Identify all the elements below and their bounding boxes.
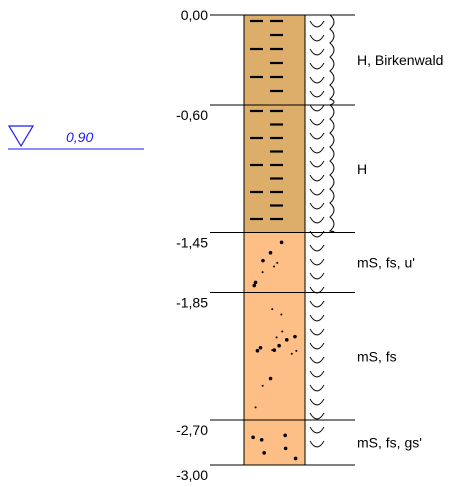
- layer-descriptions: H, Birkenwald HmS, fs, u' mS, fs mS, fs, gs…: [357, 52, 443, 451]
- depth-label: -0,60: [176, 107, 208, 123]
- wet-arc-icon: [309, 258, 325, 266]
- sand-dot: [284, 338, 289, 342]
- wet-arc-icon: [309, 146, 325, 154]
- sand-dot: [271, 308, 274, 311]
- soil-layer: [243, 419, 306, 466]
- sand-dot: [280, 313, 283, 316]
- sand-dot: [293, 456, 298, 461]
- moisture-column: [309, 14, 335, 448]
- sand-dot: [279, 240, 284, 245]
- wet-arc-icon: [309, 48, 325, 56]
- sand-dot: [261, 271, 264, 274]
- layer-description: mS, fs, u': [357, 255, 415, 271]
- layer-column: [243, 14, 306, 466]
- sand-dot: [277, 343, 281, 348]
- sand-dot: [283, 433, 287, 438]
- sand-dot: [251, 435, 255, 440]
- sand-dot: [268, 376, 273, 381]
- sand-dot: [254, 406, 257, 409]
- depth-label: 0,00: [181, 7, 208, 23]
- sand-dot: [293, 334, 297, 339]
- peat-wave-line: [329, 14, 335, 106]
- sand-dot: [272, 348, 277, 352]
- layer-description: mS, fs: [357, 348, 397, 364]
- wet-arc-icon: [309, 188, 325, 196]
- sand-dot: [295, 349, 298, 352]
- wet-arc-icon: [309, 20, 325, 28]
- wet-arc-icon: [309, 118, 325, 126]
- depth-label: -1,45: [176, 235, 208, 251]
- sand-dot: [259, 437, 264, 442]
- wet-arc-icon: [309, 356, 325, 364]
- depth-label: -1,85: [176, 295, 208, 311]
- layer-fill: [243, 232, 306, 293]
- wet-arc-icon: [309, 62, 325, 70]
- groundwater-marker: 0,90: [7, 125, 144, 150]
- wet-arc-icon: [309, 300, 325, 308]
- wet-arc-icon: [309, 272, 325, 280]
- wet-arc-icon: [309, 230, 325, 238]
- wet-arc-icon: [309, 328, 325, 336]
- depth-label: -2,70: [176, 422, 208, 438]
- wet-arc-icon: [309, 244, 325, 252]
- wet-arc-icon: [309, 76, 325, 84]
- peat-wave-line: [328, 104, 335, 233]
- wet-arc-icon: [309, 342, 325, 350]
- wet-arc-icon: [309, 384, 325, 392]
- sand-dot: [262, 451, 266, 455]
- groundwater-label: 0,90: [66, 129, 93, 145]
- layer-fill: [243, 292, 306, 421]
- wet-arc-icon: [309, 90, 325, 98]
- soil-layer: [243, 232, 306, 293]
- layer-fill: [243, 104, 306, 233]
- sand-dot: [290, 352, 293, 355]
- wet-arc-icon: [309, 34, 325, 42]
- soil-layer: [243, 14, 306, 106]
- groundwater-triangle-icon: [7, 125, 35, 148]
- soil-layer: [243, 104, 306, 233]
- wet-arc-icon: [309, 314, 325, 322]
- sand-dot: [273, 265, 276, 268]
- sand-dot: [261, 258, 265, 263]
- wet-arc-icon: [309, 174, 325, 182]
- wet-arc-icon: [309, 132, 325, 140]
- depth-labels: 0,00 -0,60 -1,45 -1,85 -2,70 -3,00: [176, 7, 208, 483]
- sand-dot: [283, 446, 288, 451]
- wet-arc-icon: [309, 160, 325, 168]
- wet-arc-icon: [309, 398, 325, 406]
- sand-dot: [275, 336, 278, 339]
- sand-dot: [271, 349, 274, 352]
- sand-dot: [281, 330, 284, 333]
- layer-description: mS, fs, gs': [357, 435, 422, 451]
- wet-arc-icon: [309, 370, 325, 378]
- wet-arc-icon: [309, 286, 325, 294]
- sand-dot: [253, 280, 258, 285]
- sand-dot: [258, 345, 263, 350]
- soil-layer: [243, 292, 306, 421]
- wet-arc-icon: [309, 202, 325, 210]
- wet-arc-icon: [309, 440, 325, 448]
- wet-arc-icon: [309, 426, 325, 434]
- sand-dot: [255, 348, 260, 353]
- wet-arc-icon: [309, 216, 325, 224]
- sand-dot: [268, 250, 273, 255]
- sand-dot: [276, 261, 279, 264]
- layer-description: H, Birkenwald: [357, 52, 443, 68]
- sand-dot: [261, 384, 264, 387]
- wet-arc-icon: [309, 104, 325, 112]
- sand-dot: [252, 283, 257, 288]
- depth-label: -3,00: [176, 467, 208, 483]
- layer-description: H: [357, 161, 367, 177]
- wet-arc-icon: [309, 412, 325, 420]
